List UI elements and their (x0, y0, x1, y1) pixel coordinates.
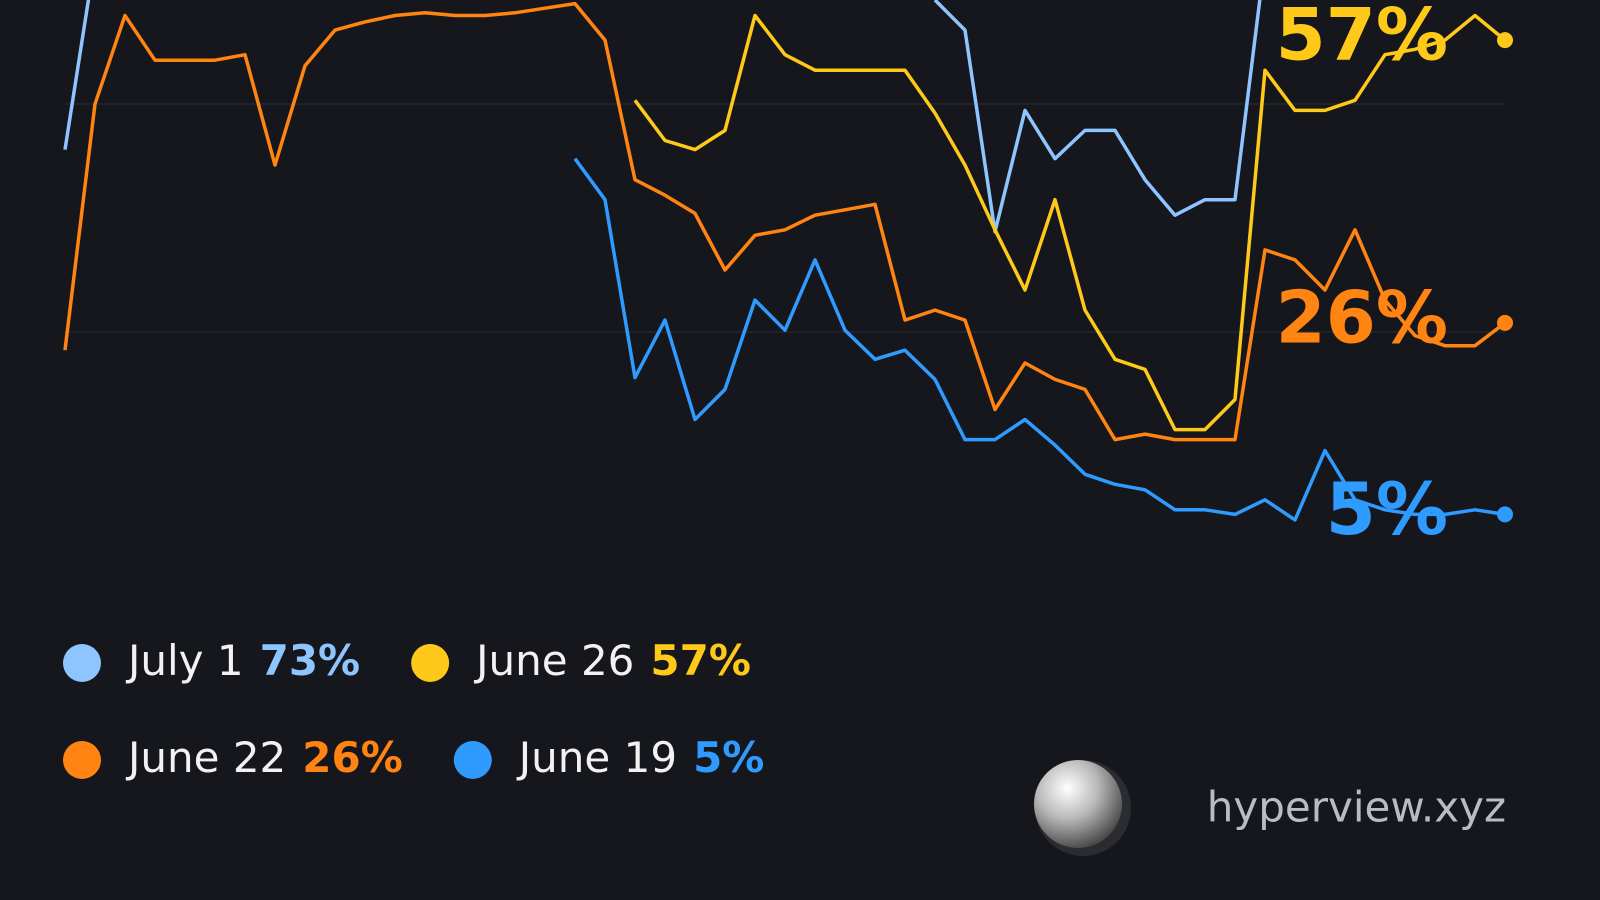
end-labels: 57% 26% 5% (1276, 0, 1448, 551)
series-line (573, 157, 1506, 522)
legend-text: June 22 26% (125, 733, 403, 782)
watermark-text: hyperview.xyz (1207, 783, 1506, 832)
grid (65, 103, 1505, 333)
legend-dot (411, 644, 450, 682)
legend-name: June 26 (473, 636, 634, 685)
legend-dot (63, 644, 101, 682)
legend-value: 26% (302, 733, 403, 782)
legend-item: June 26 57% (411, 636, 751, 685)
legend: July 1 73% June 26 57% June 22 26% June 19 5% (63, 636, 764, 782)
legend-text: July 1 73% (125, 636, 360, 685)
plot-area (63, 0, 1513, 523)
end-label: 57% (1276, 0, 1448, 77)
legend-dot (63, 741, 101, 779)
end-dot (1497, 32, 1513, 49)
legend-value: 57% (650, 636, 751, 685)
legend-name: July 1 (125, 636, 244, 685)
series-line (633, 13, 1507, 432)
legend-item: June 22 26% (63, 733, 403, 782)
series-line (63, 0, 1262, 234)
legend-item: July 1 73% (63, 636, 360, 685)
legend-value: 5% (693, 733, 764, 782)
watermark: hyperview.xyz (1034, 760, 1506, 856)
legend-value: 73% (260, 636, 361, 685)
end-dot (1497, 314, 1513, 331)
legend-text: June 19 5% (516, 733, 765, 782)
legend-name: June 22 (125, 733, 286, 782)
legend-name: June 19 (516, 733, 677, 782)
end-label: 26% (1276, 275, 1448, 359)
legend-item: June 19 5% (453, 733, 765, 782)
end-dot (1497, 506, 1513, 523)
series-line (63, 1, 1507, 442)
legend-text: June 26 57% (473, 636, 751, 685)
legend-dot (453, 741, 492, 779)
watermark-logo (1034, 760, 1122, 848)
end-label: 5% (1326, 467, 1448, 551)
